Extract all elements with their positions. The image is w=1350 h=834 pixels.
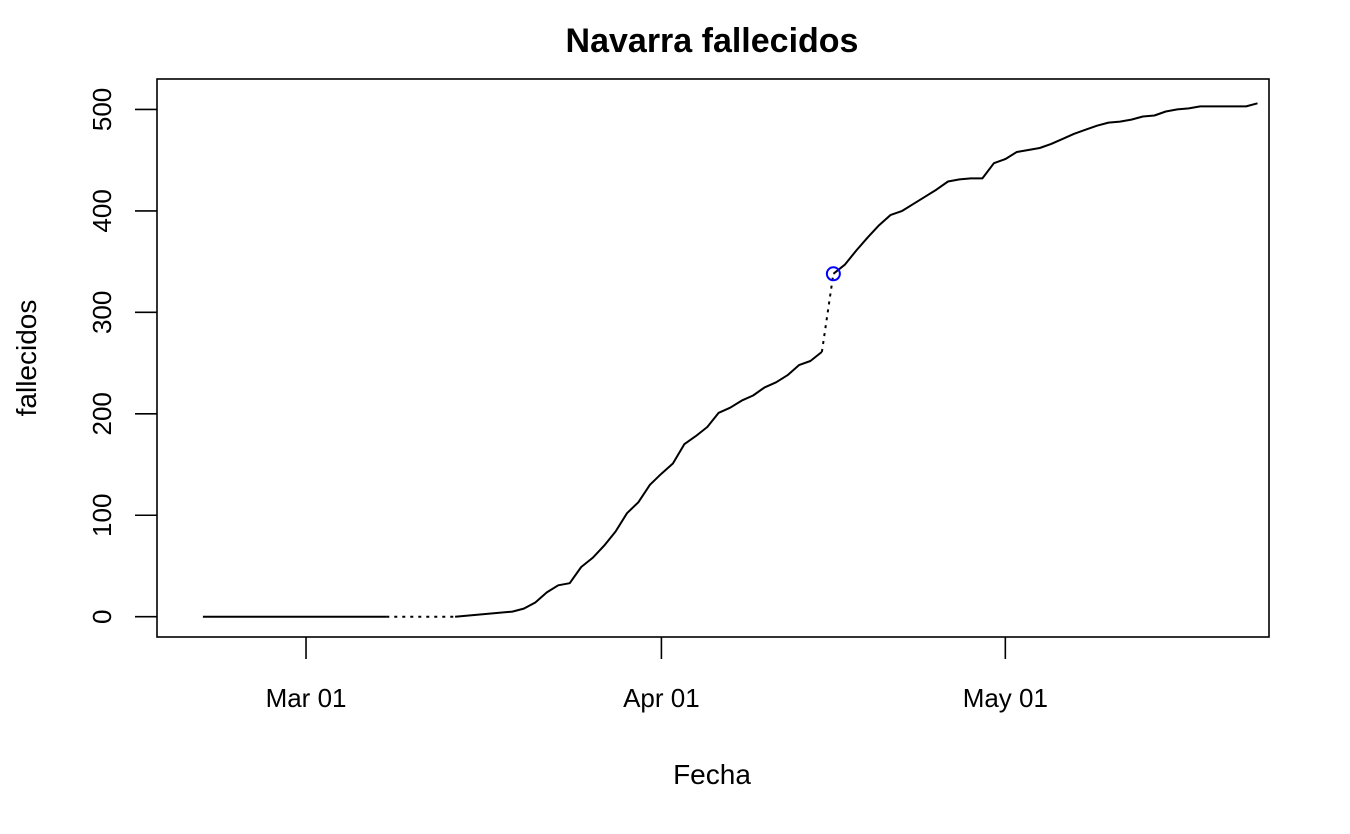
y-tick-label: 200 [87, 392, 117, 435]
series-line-segment [455, 351, 823, 618]
x-tick-label: Mar 01 [266, 683, 347, 713]
x-axis-label: Fecha [673, 759, 751, 790]
series-line-segment [832, 102, 1258, 275]
x-tick-label: Apr 01 [623, 683, 700, 713]
series-gap-segment [820, 273, 835, 353]
y-axis: 0 100 200 300 400 500 [87, 88, 157, 624]
highlighted-point [825, 266, 841, 282]
y-tick-label: 0 [87, 609, 117, 623]
y-tick-label: 400 [87, 189, 117, 232]
series-layer [202, 102, 1258, 618]
plot-frame [156, 78, 1270, 638]
x-axis: Mar 01 Apr 01 May 01 [266, 637, 1048, 713]
y-tick-label: 100 [87, 494, 117, 537]
y-axis-label: fallecidos [11, 300, 42, 417]
chart-title: Navarra fallecidos [566, 22, 859, 60]
x-tick-label: May 01 [963, 683, 1048, 713]
y-tick-label: 500 [87, 88, 117, 131]
y-tick-label: 300 [87, 291, 117, 334]
